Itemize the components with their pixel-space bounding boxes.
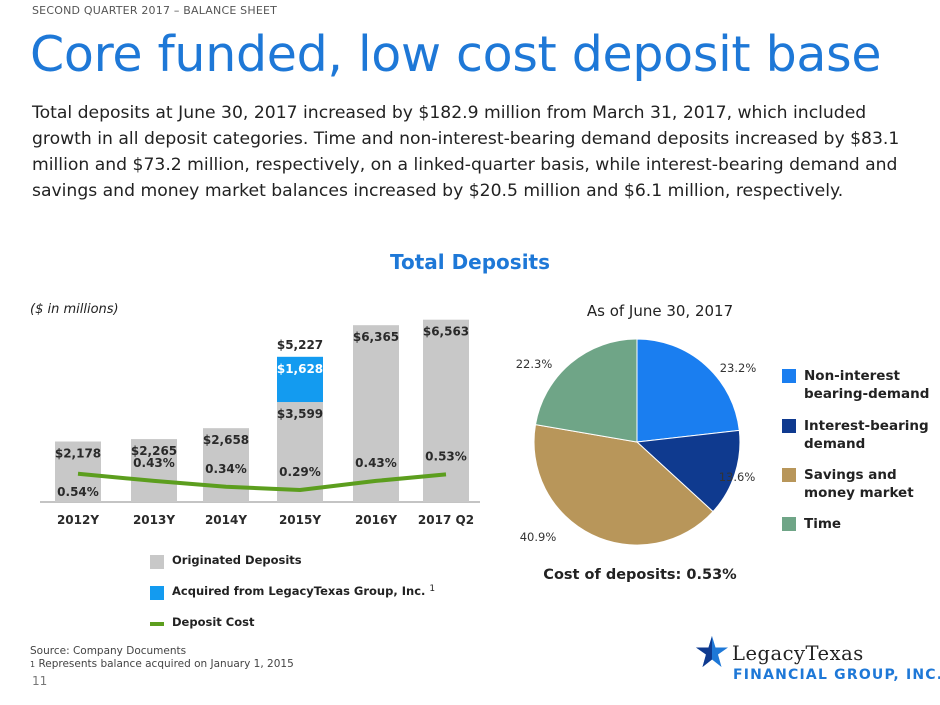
legend-label: Non-interest bearing-demand (804, 368, 930, 402)
bar-value-label: $3,599 (277, 407, 323, 421)
legend-acquired: Acquired from LegacyTexas Group, Inc. 1 (150, 584, 435, 615)
bar-value-label: $2,265 (131, 444, 177, 458)
deposit-cost-label: 0.54% (57, 485, 99, 499)
legend-label: Interest-bearing demand (804, 418, 929, 452)
pie-slice (636, 338, 740, 443)
bar-value-label: $1,628 (277, 362, 323, 376)
bar-value-label: $2,658 (203, 433, 249, 447)
legend-savings: Savings and money market (782, 466, 939, 515)
x-tick-label: 2012Y (57, 513, 99, 527)
bar-originated (423, 319, 469, 502)
deposit-mix-pie-chart: 23.2% 13.6% 40.9% 22.3% (516, 338, 757, 546)
bar-originated (55, 441, 101, 502)
pie-slice-label: 22.3% (516, 357, 553, 371)
x-tick-label: 2014Y (205, 513, 247, 527)
cost-of-deposits: Cost of deposits: 0.53% (543, 567, 737, 583)
legend-non-interest: Non-interest bearing-demand (782, 367, 939, 417)
deposit-cost-label: 0.43% (133, 456, 175, 470)
pie-slice-label: 13.6% (719, 470, 756, 484)
page-number: 11 (32, 674, 48, 688)
legend-label: Deposit Cost (172, 615, 255, 629)
section-title: Total Deposits (389, 250, 551, 274)
footnote-text: Represents balance acquired on January 1… (38, 658, 294, 670)
pie-slice-label: 40.9% (520, 530, 557, 544)
x-tick-label: 2013Y (133, 513, 175, 527)
bar-originated (277, 402, 323, 502)
legend-swatch (150, 586, 164, 600)
legend-footnote-marker: 1 (429, 584, 436, 594)
pie-slice-label: 23.2% (720, 361, 757, 375)
units-note: ($ in millions) (30, 302, 119, 317)
company-logo: LegacyTexas FINANCIAL GROUP, INC.TM (695, 633, 940, 688)
deposit-cost-label: 0.34% (205, 462, 247, 476)
deposit-cost-label: 0.29% (279, 465, 321, 479)
legend-time: Time (782, 515, 939, 533)
legend-label: Originated Deposits (172, 553, 302, 567)
bar-originated (131, 439, 177, 502)
bar-value-label: $6,563 (423, 325, 469, 339)
legend-swatch (782, 369, 796, 383)
intro-paragraph: Total deposits at June 30, 2017 increase… (32, 103, 900, 201)
legend-label: Acquired from LegacyTexas Group, Inc. (172, 584, 426, 598)
bar-value-label: $6,365 (353, 330, 399, 344)
legend-swatch (150, 555, 164, 569)
source-note: Source: Company Documents 1 Represents b… (30, 645, 294, 671)
source-text: Source: Company Documents (30, 645, 187, 657)
legend-swatch (150, 622, 164, 626)
slide-kicker: SECOND QUARTER 2017 – BALANCE SHEET (32, 4, 278, 17)
footnote: 1 Represents balance acquired on January… (30, 658, 294, 671)
pie-slice (533, 424, 714, 546)
bar-legend: Originated Deposits Acquired from Legacy… (150, 553, 435, 646)
deposit-cost-line (77, 471, 447, 492)
legend-label: Time (804, 516, 842, 532)
legend-swatch (782, 468, 796, 482)
deposit-cost-label: 0.53% (425, 449, 467, 463)
bar-total-label: $5,227 (277, 338, 323, 352)
legend-swatch (782, 419, 796, 433)
pie-slice (534, 338, 638, 443)
legend-interest-bearing: Interest-bearing demand (782, 417, 939, 466)
logo-subtitle: FINANCIAL GROUP, INC.TM (733, 667, 940, 683)
x-tick-label: 2015Y (279, 513, 321, 527)
x-tick-label: 2016Y (355, 513, 397, 527)
bar-originated (353, 325, 399, 502)
legend-deposit-cost: Deposit Cost (150, 615, 435, 646)
bar-acquired (277, 356, 323, 403)
x-tick-label: 2017 Q2 (418, 513, 474, 527)
pie-title: As of June 30, 2017 (586, 302, 734, 320)
pie-legend: Non-interest bearing-demand Interest-bea… (782, 367, 939, 533)
bar-value-label: $2,178 (55, 447, 101, 461)
deposits-bar-chart: $2,178 2012Y $2,265 2013Y $2,658 2014Y $3,599 $… (40, 319, 480, 527)
star-icon (696, 636, 728, 667)
legend-swatch (782, 517, 796, 531)
slide-title: Core funded, low cost deposit base (30, 26, 882, 83)
pie-slice (635, 429, 741, 513)
legend-label: Savings and money market (804, 467, 914, 501)
deposit-cost-label: 0.43% (355, 456, 397, 470)
footnote-marker: 1 (30, 660, 36, 669)
bar-originated (203, 428, 249, 502)
legend-originated: Originated Deposits (150, 553, 435, 584)
logo-wordmark: LegacyTexas (732, 642, 864, 665)
